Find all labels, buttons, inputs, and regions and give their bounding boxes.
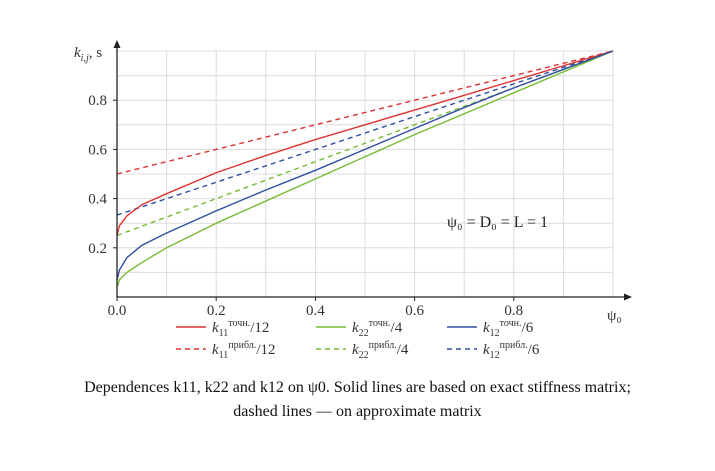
axes — [113, 40, 632, 301]
figure-caption-line-2: dashed lines — on approximate matrix — [233, 403, 482, 420]
x-tick-label-3: 0.6 — [405, 303, 424, 319]
x-axis-label: ψ₀ — [607, 308, 622, 324]
y-axis-label: ki,j, s — [74, 45, 102, 64]
y-axis-arrow — [113, 40, 121, 48]
parameter-annotation: ψ₀ = D₀ = L = 1 — [447, 214, 548, 231]
x-tick-label-1: 0.2 — [207, 303, 226, 319]
series-line-1 — [116, 50, 614, 175]
legend-label-1: k11прибл./12 — [212, 340, 276, 361]
legend-label-2: k22точн./4 — [352, 318, 403, 339]
ticks: 0.0 0.2 0.4 0.6 0.8 0.2 0.4 0.6 0.8 — [88, 93, 523, 319]
figure-caption-line-1: Dependences k11, k22 and k12 on ψ0. Soli… — [84, 379, 631, 396]
grid — [117, 50, 614, 297]
x-tick-label-0: 0.0 — [108, 303, 127, 319]
series-line-4 — [116, 50, 614, 280]
series-layer — [116, 50, 614, 288]
series-line-5 — [116, 50, 614, 216]
legend-label-3: k22прибл./4 — [352, 340, 409, 361]
x-axis-arrow — [624, 293, 632, 301]
x-tick-label-4: 0.8 — [504, 303, 523, 319]
x-tick-label-2: 0.4 — [306, 303, 325, 319]
y-tick-label-3: 0.8 — [88, 93, 107, 109]
series-line-0 — [116, 50, 614, 236]
legend-label-4: k12точн./6 — [483, 318, 534, 339]
series-line-2 — [116, 50, 614, 288]
y-tick-label-0: 0.2 — [88, 241, 107, 257]
legend-label-5: k12прибл./6 — [483, 340, 540, 361]
legend: k11точн./12 k22точн./4 k12точн./6 k11прибл.… — [176, 318, 540, 361]
legend-label-0: k11точн./12 — [212, 318, 269, 339]
y-tick-label-1: 0.4 — [88, 192, 107, 208]
y-tick-label-2: 0.6 — [88, 142, 107, 158]
